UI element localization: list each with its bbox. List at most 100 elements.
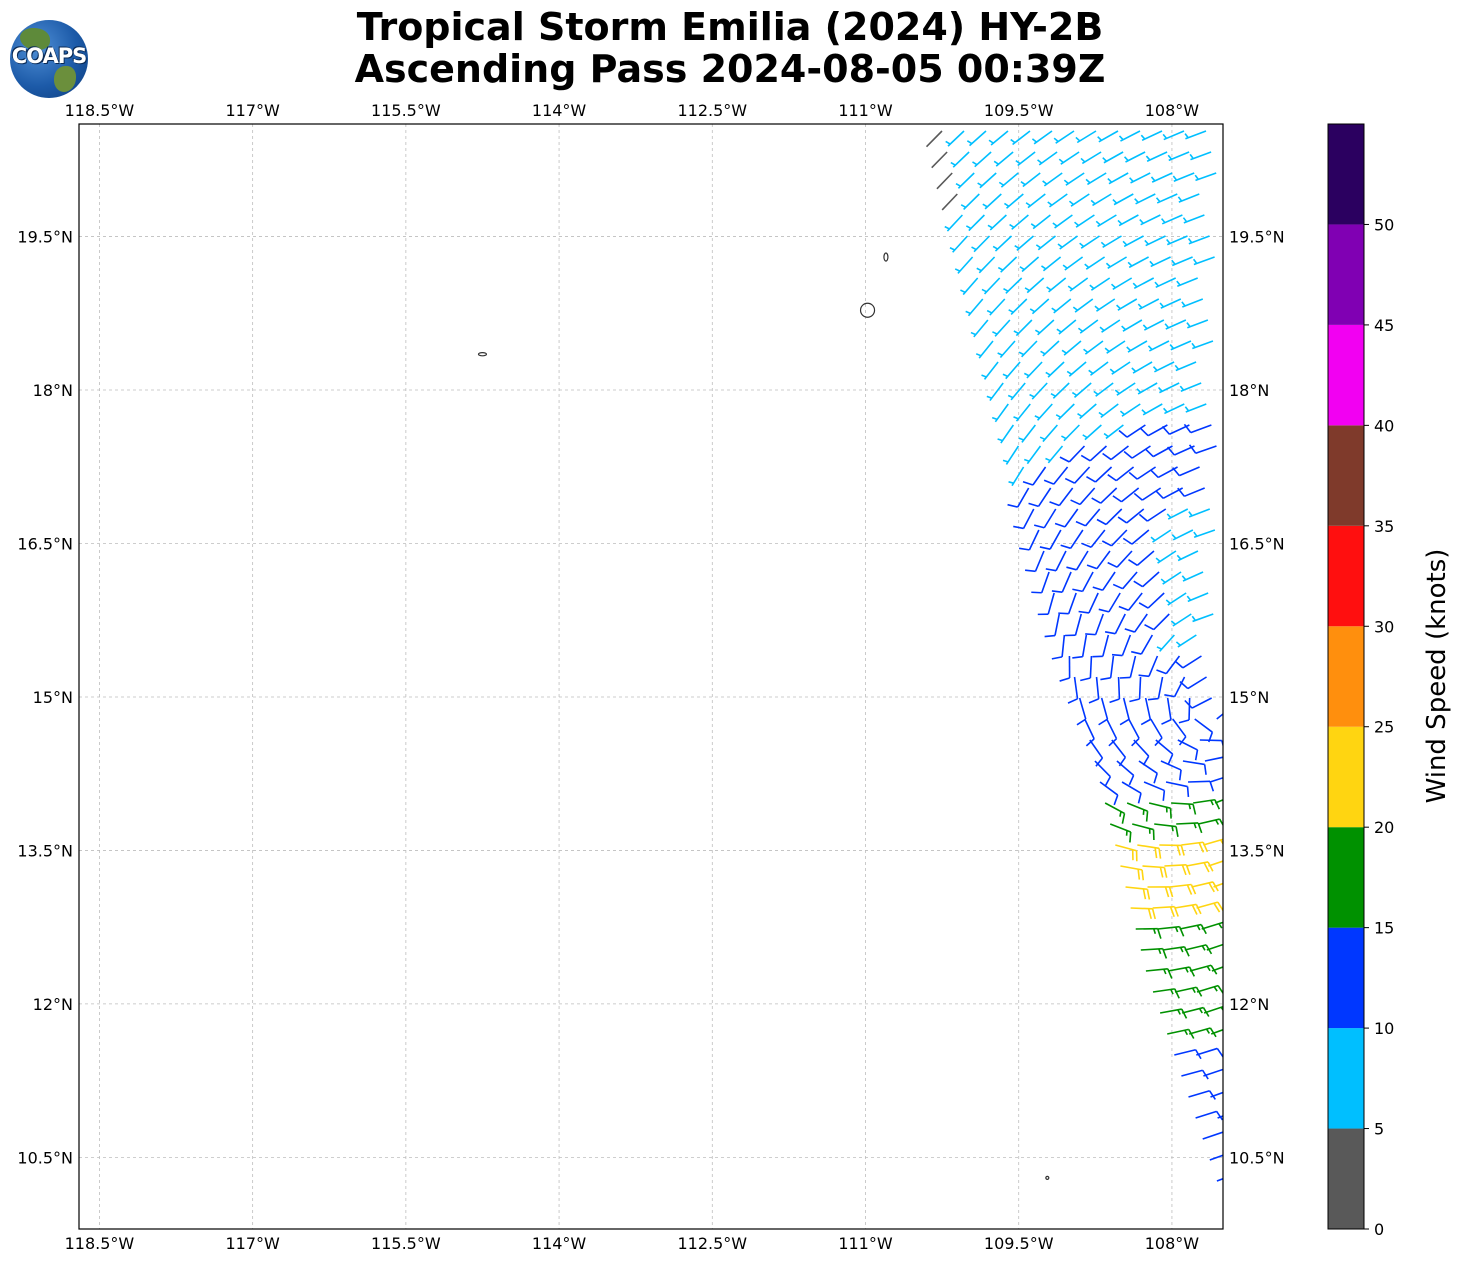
wind-barb-half-flag [1116,304,1121,310]
wind-barb [1181,571,1204,582]
wind-barb [1107,172,1129,185]
wind-barb [1015,151,1036,167]
wind-barb-shaft [1141,487,1162,501]
wind-barb [1066,550,1089,571]
wind-barb-shaft [1164,403,1185,415]
wind-barb [1098,403,1119,418]
wind-barb [1209,776,1223,783]
wind-barb-half-flag [1057,243,1063,248]
wind-barb [1138,760,1158,784]
wind-barb-shaft [968,214,985,232]
wind-barb-shaft [1005,277,1023,294]
wind-barb-shaft [1010,298,1028,316]
wind-barb [1191,613,1214,623]
wind-barb-half-flag [1188,803,1192,810]
wind-barb [1203,1005,1223,1014]
wind-barb [1124,613,1148,633]
wind-barb-shaft [1134,613,1148,633]
wind-barb [945,130,965,147]
wind-barb [1104,340,1126,354]
wind-barb-half-flag [1084,263,1090,269]
wind-barb [1090,193,1112,207]
wind-barb-shaft [1148,340,1170,352]
wind-barb [1112,487,1140,503]
wind-barb-flag [1222,922,1223,925]
lat-tick-label-left: 19.5°N [17,228,73,247]
lat-tick-label-right: 13.5°N [1229,841,1285,860]
wind-barb-shaft [946,214,963,232]
wind-barb-shaft [1133,277,1155,290]
wind-barb-shaft [1021,424,1037,443]
wind-barb-shaft [1096,298,1116,312]
wind-barb-flag [1150,469,1159,479]
wind-barb-flag [1051,656,1063,660]
wind-speed-colorbar: 0 5 10 15 20 25 30 35 40 45 50 [1327,123,1394,1239]
wind-barb-flag [1100,677,1111,681]
wind-barb [1188,508,1211,518]
wind-barb-half-flag [1066,370,1073,375]
wind-barb-shaft [1172,613,1192,627]
wind-barb-shaft [1146,508,1167,522]
wind-barb-flag [1066,566,1077,571]
wind-barb-flag [1039,546,1051,550]
lon-tick-label-top: 109.5°W [984,101,1054,120]
wind-barb [1074,214,1095,228]
wind-barb-half-flag [1167,154,1173,160]
wind-barb [1072,571,1094,593]
wind-barb-shaft [947,130,965,147]
wind-barb-flag [1178,719,1190,724]
wind-barb-half-flag [1142,324,1148,330]
wind-barb-half-flag [1179,947,1184,953]
wind-barb [1058,151,1080,165]
wind-barb-flag [1081,542,1092,548]
wind-barb-flag [1067,698,1078,704]
wind-barb-shaft [1033,130,1053,145]
wind-barb-shaft [1055,550,1067,572]
wind-barb-flag [1031,591,1042,594]
wind-barb [1023,445,1042,465]
wind-barb-shaft [1138,676,1142,700]
wind-barb-shaft [1113,193,1134,206]
wind-barb-half-flag [1181,575,1187,581]
wind-barb-shaft [1143,319,1165,331]
wind-barb-flag [1122,537,1133,545]
wind-barb-flag [1076,718,1087,726]
wind-barb-flag [1059,677,1070,682]
wind-barb-shaft [1192,340,1214,350]
wind-barb [1035,235,1056,251]
wind-barb [1076,697,1087,726]
wind-barb [1176,277,1198,288]
wind-barb-shaft [1116,550,1133,568]
wind-barb [970,319,989,338]
wind-barb-shaft [1084,508,1101,527]
wind-barb [1206,943,1234,952]
wind-barb-half-flag [1160,218,1166,224]
wind-barb [1098,697,1109,726]
wind-barb-shaft [1095,382,1114,397]
wind-barb-half-flag [1031,138,1038,143]
wind-barb-half-flag [997,352,1003,356]
wind-barb-half-flag [1014,244,1020,250]
wind-barb-shaft [1146,151,1168,162]
wind-barb-half-flag [1177,1009,1181,1015]
wind-barb [1104,613,1126,635]
wind-barb-shaft [1187,592,1209,603]
wind-barb-shaft [1172,529,1194,541]
wind-barb [1177,739,1199,761]
wind-barb-half-flag [966,140,973,145]
wind-barb-shaft [1040,571,1050,594]
wind-barb-flag [1234,879,1240,887]
wind-barb-flag [1078,610,1090,614]
wind-barb-flag [1216,1047,1223,1058]
wind-barb-flag [1128,775,1135,786]
wind-barb-half-flag [1218,923,1223,929]
wind-barb [1172,718,1187,746]
wind-barb-shaft [1128,718,1140,739]
logo-globe-land [20,28,50,50]
wind-barb [1037,151,1058,166]
wind-barb-half-flag [1062,264,1068,269]
wind-barb-half-flag [944,225,950,230]
wind-barb-half-flag [1094,305,1100,311]
wind-barb-flag [1228,943,1234,952]
wind-barb [1115,844,1138,862]
